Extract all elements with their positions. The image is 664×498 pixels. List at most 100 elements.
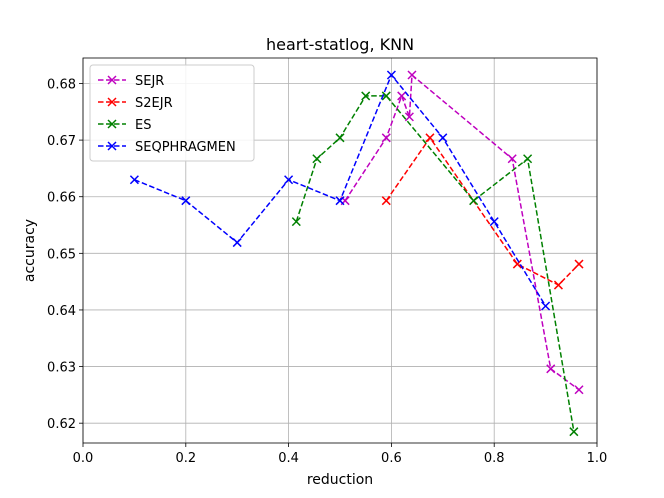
marker-stroke — [107, 141, 117, 151]
x-tick-label: 0.2 — [175, 451, 196, 466]
marker-stroke — [107, 97, 117, 107]
legend-item-seqphragmen: SEQPHRAGMEN — [98, 140, 236, 155]
data-point-s2ejr — [512, 259, 522, 269]
x-axis-label: reduction — [307, 472, 373, 488]
data-point-seqphragmen — [438, 133, 448, 143]
data-point-sejr — [381, 133, 391, 143]
data-point-es — [523, 154, 533, 164]
marker-stroke — [381, 91, 391, 101]
marker-stroke — [284, 175, 294, 185]
marker-stroke — [335, 133, 345, 143]
data-point-sejr — [397, 91, 407, 101]
data-point-sejr — [574, 385, 584, 395]
marker-stroke — [574, 385, 584, 395]
data-point-seqphragmen — [181, 196, 191, 206]
legend-label: SEJR — [135, 74, 164, 89]
y-tick-label: 0.67 — [47, 134, 76, 149]
y-tick-label: 0.62 — [47, 417, 76, 432]
marker-stroke — [381, 196, 391, 206]
legend-box — [89, 64, 255, 162]
y-tick-label: 0.68 — [47, 77, 76, 92]
data-point-seqphragmen — [335, 196, 345, 206]
marker-stroke — [232, 238, 242, 248]
data-point-seqphragmen — [284, 175, 294, 185]
marker-stroke — [523, 154, 533, 164]
data-point-es — [312, 154, 322, 164]
legend-item-s2ejr: S2EJR — [98, 96, 173, 111]
marker-stroke — [507, 154, 517, 164]
marker-stroke — [546, 364, 556, 374]
marker-stroke — [469, 196, 479, 206]
legend-marker — [107, 119, 117, 129]
data-point-sejr — [407, 70, 417, 80]
x-tick-label: 0.8 — [484, 451, 505, 466]
marker-stroke — [312, 154, 322, 164]
data-point-seqphragmen — [386, 70, 396, 80]
marker-stroke — [129, 175, 139, 185]
y-tick-label: 0.66 — [47, 191, 76, 206]
marker-stroke — [512, 259, 522, 269]
y-tick-label: 0.64 — [47, 304, 76, 319]
marker-stroke — [425, 133, 435, 143]
marker-stroke — [386, 70, 396, 80]
x-tick-label: 1.0 — [587, 451, 608, 466]
data-point-es — [569, 427, 579, 437]
marker-stroke — [489, 217, 499, 227]
marker-stroke — [335, 196, 345, 206]
data-point-seqphragmen — [541, 301, 551, 311]
data-point-s2ejr — [425, 133, 435, 143]
series-layer — [129, 70, 584, 437]
y-axis-label: accuracy — [22, 219, 38, 282]
data-point-es — [291, 217, 301, 227]
marker-stroke — [291, 217, 301, 227]
marker-stroke — [574, 259, 584, 269]
marker-stroke — [361, 91, 371, 101]
marker-stroke — [107, 119, 117, 129]
marker-stroke — [541, 301, 551, 311]
data-point-es — [335, 133, 345, 143]
data-point-es — [361, 91, 371, 101]
series-es — [291, 91, 579, 437]
marker-stroke — [397, 91, 407, 101]
marker-stroke — [438, 133, 448, 143]
data-point-seqphragmen — [232, 238, 242, 248]
series-sejr — [340, 70, 584, 395]
data-point-es — [381, 91, 391, 101]
plot-frame — [82, 57, 598, 444]
y-tick-label: 0.63 — [47, 361, 76, 376]
marker-stroke — [404, 112, 414, 122]
chart-title: heart-statlog, KNN — [266, 35, 414, 54]
data-point-sejr — [546, 364, 556, 374]
legend-marker — [107, 75, 117, 85]
marker-stroke — [381, 133, 391, 143]
marker-stroke — [407, 70, 417, 80]
legend-item-sejr: SEJR — [98, 74, 164, 89]
legend-item-es: ES — [98, 118, 151, 133]
data-point-es — [469, 196, 479, 206]
marker-stroke — [181, 196, 191, 206]
data-point-sejr — [507, 154, 517, 164]
series-seqphragmen — [129, 70, 551, 311]
series-s2ejr — [381, 133, 584, 290]
data-point-s2ejr — [381, 196, 391, 206]
series-line-sejr — [344, 73, 580, 391]
x-tick-label: 0.4 — [278, 451, 299, 466]
data-point-sejr — [404, 112, 414, 122]
legend: SEJR S2EJR ES SEQPHRAGMEN — [89, 64, 255, 162]
legend-label: S2EJR — [135, 96, 173, 111]
marker-stroke — [553, 280, 563, 290]
legend-marker — [107, 97, 117, 107]
data-point-s2ejr — [553, 280, 563, 290]
legend-marker — [107, 141, 117, 151]
data-point-seqphragmen — [129, 175, 139, 185]
x-tick-label: 0.0 — [73, 451, 94, 466]
marker-stroke — [107, 75, 117, 85]
series-line-es — [295, 95, 575, 432]
ticks-layer: 0.0 0.2 0.4 0.6 0.8 1.0 0.62 0.63 0.64 0.65 0.66 0.… — [47, 77, 607, 466]
data-point-seqphragmen — [489, 217, 499, 227]
y-tick-label: 0.65 — [47, 247, 76, 262]
data-point-s2ejr — [574, 259, 584, 269]
legend-label: ES — [135, 118, 151, 133]
series-line-s2ejr — [385, 136, 580, 286]
